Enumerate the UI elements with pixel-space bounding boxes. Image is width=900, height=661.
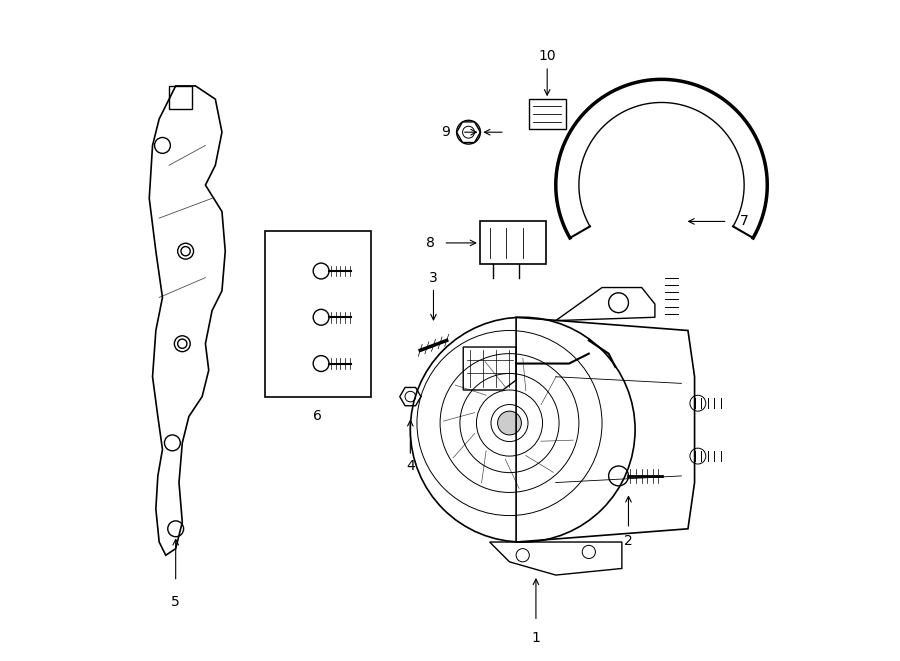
Text: 7: 7 [740,214,749,229]
Bar [480,221,545,264]
Bar [529,99,566,129]
Text: 8: 8 [426,236,435,250]
Circle shape [498,411,521,435]
Text: 3: 3 [429,270,438,285]
Text: 1: 1 [532,631,540,645]
Text: 2: 2 [624,533,633,548]
Text: 9: 9 [441,125,450,139]
Text: 6: 6 [313,409,322,424]
Bar [265,231,371,397]
Text: 10: 10 [538,49,556,63]
Text: 5: 5 [171,594,180,609]
Text: 4: 4 [406,459,415,473]
